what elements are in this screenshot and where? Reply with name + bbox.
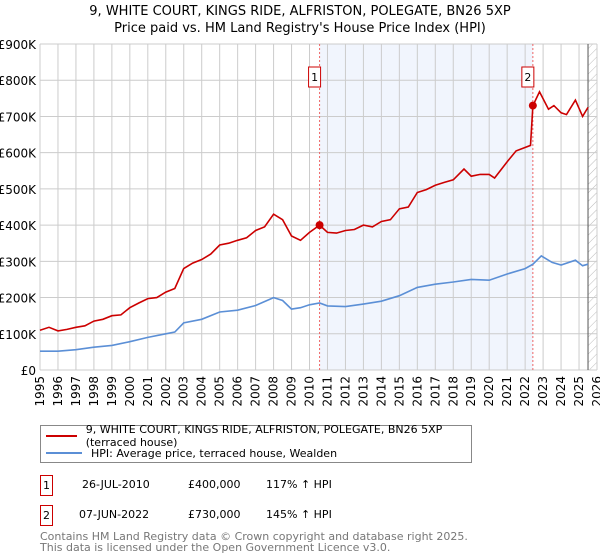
x-tick-label: 2014: [374, 376, 388, 407]
y-tick-label: £200K: [0, 292, 37, 306]
x-tick-label: 2013: [356, 376, 370, 407]
x-tick-label: 1998: [87, 376, 101, 407]
chart-title: 9, WHITE COURT, KINGS RIDE, ALFRISTON, P…: [89, 4, 511, 19]
sale-point: [315, 221, 324, 230]
x-tick-label: 2021: [500, 376, 514, 407]
sale-badge: 1: [40, 475, 53, 496]
x-tick-label: 2020: [482, 376, 496, 407]
sale-point: [528, 101, 537, 110]
x-tick-label: 2010: [303, 376, 317, 407]
x-tick-label: 2025: [572, 376, 586, 407]
x-tick-label: 1995: [33, 376, 47, 407]
y-tick-label: £800K: [0, 74, 37, 88]
y-tick-label: £100K: [0, 328, 37, 342]
legend-item-property: 9, WHITE COURT, KINGS RIDE, ALFRISTON, P…: [46, 423, 471, 449]
sale-badge: 2: [40, 505, 53, 526]
sale-label-box: [521, 66, 535, 88]
legend-item-hpi: HPI: Average price, terraced house, Weal…: [46, 445, 337, 461]
x-tick-label: 2001: [141, 376, 155, 407]
x-tick-label: 2026: [590, 376, 600, 407]
x-tick-label: 2003: [177, 376, 191, 407]
legend-label: HPI: Average price, terraced house, Weal…: [91, 446, 338, 460]
legend-label: 9, WHITE COURT, KINGS RIDE, ALFRISTON, P…: [85, 423, 443, 449]
x-tick-label: 2023: [536, 376, 550, 407]
x-tick-label: 1997: [69, 376, 83, 407]
sale-hpi: 145% ↑ HPI: [266, 508, 332, 521]
x-tick-label: 2016: [410, 376, 424, 407]
x-tick-label: 2012: [338, 376, 352, 407]
x-tick-label: 2009: [285, 376, 299, 407]
x-tick-label: 2002: [159, 376, 173, 407]
sale-price: £400,000: [188, 478, 241, 491]
legend-swatch: [46, 452, 82, 454]
x-tick-label: 2017: [428, 376, 442, 407]
x-tick-label: 2022: [518, 376, 532, 407]
sale-label: 2: [524, 71, 531, 84]
plot: £0 £100K £200K £300K £400K £500K £600K £700K £80…: [0, 38, 600, 407]
y-tick-label: £900K: [0, 38, 37, 52]
y-tick-label: £0: [21, 364, 36, 378]
sale-date: 07-JUN-2022: [79, 508, 150, 521]
sale-price: £730,000: [188, 508, 241, 521]
x-tick-label: 2024: [554, 376, 568, 407]
sale-period-shade: [319, 44, 533, 370]
footer-line: This data is licensed under the Open Gov…: [40, 541, 391, 554]
x-tick-label: 2015: [392, 376, 406, 407]
chart-subtitle: Price paid vs. HM Land Registry's House …: [114, 21, 486, 36]
x-tick-label: 2007: [249, 376, 263, 407]
y-tick-label: £700K: [0, 110, 37, 124]
legend-swatch: [46, 435, 77, 437]
sale-label-box: [308, 66, 322, 88]
x-tick-label: 2008: [267, 376, 281, 407]
hpi-line: [40, 254, 589, 353]
x-tick-label: 1999: [105, 376, 119, 407]
x-tick-label: 1996: [51, 376, 65, 407]
x-tick-label: 2019: [464, 376, 478, 407]
y-tick-label: £400K: [0, 219, 37, 233]
x-tick-label: 2006: [231, 376, 245, 407]
footer: Contains HM Land Registry data © Crown c…: [40, 531, 468, 553]
x-tick-label: 2005: [213, 376, 227, 407]
footer-line: Contains HM Land Registry data © Crown c…: [40, 530, 468, 543]
legend: 9, WHITE COURT, KINGS RIDE, ALFRISTON, P…: [40, 423, 472, 463]
future-hatch: [588, 44, 597, 370]
x-tick-label: 2000: [123, 376, 137, 407]
x-tick-label: 2018: [446, 376, 460, 407]
y-tick-label: £600K: [0, 147, 37, 161]
sale-date: 26-JUL-2010: [82, 478, 150, 491]
y-tick-label: £500K: [0, 183, 37, 197]
sale-hpi: 117% ↑ HPI: [266, 478, 332, 491]
sale-label: 1: [311, 71, 318, 84]
x-tick-label: 2011: [320, 376, 334, 407]
property-price-line: [39, 90, 589, 332]
x-tick-label: 2004: [195, 376, 209, 407]
y-tick-label: £300K: [0, 255, 37, 269]
